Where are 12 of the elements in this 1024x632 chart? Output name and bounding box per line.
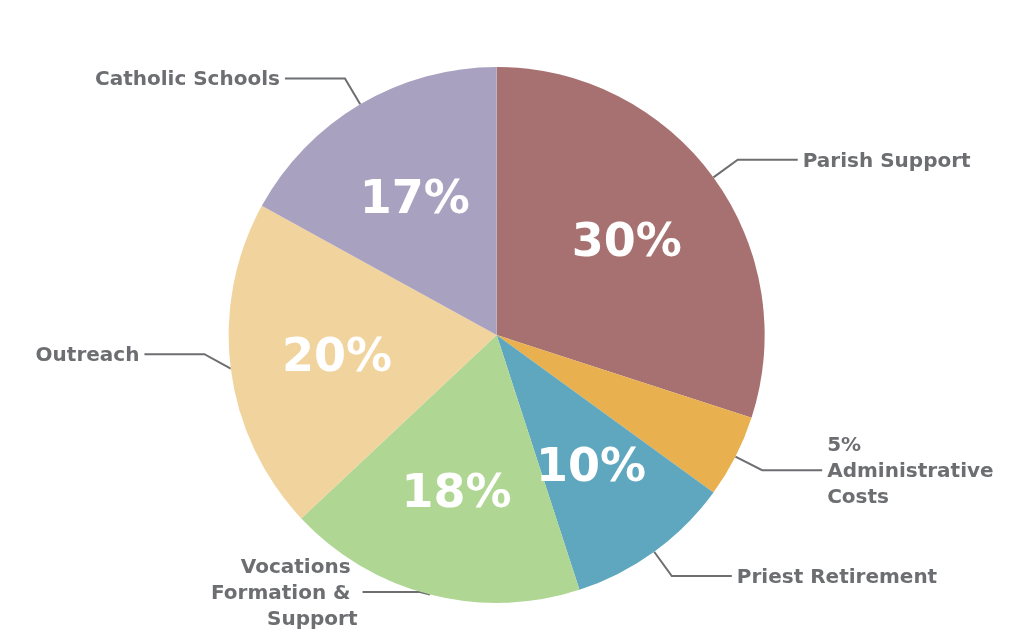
- slice-label: Administrative Costs: [827, 458, 1001, 509]
- slice-label: Catholic Schools: [94, 66, 280, 91]
- slice-label: Outreach: [35, 342, 140, 367]
- slice-label: Parish Support: [802, 147, 972, 172]
- data-label: 18%: [401, 463, 512, 518]
- data-label: 30%: [571, 213, 682, 268]
- data-label: 17%: [359, 169, 470, 224]
- data-label: 5%: [827, 432, 862, 457]
- data-label: 20%: [282, 328, 393, 383]
- slice-label: Vocations Formation & Support: [210, 554, 358, 630]
- slice-label: Priest Retirement: [736, 564, 938, 589]
- data-label: 10%: [536, 438, 647, 493]
